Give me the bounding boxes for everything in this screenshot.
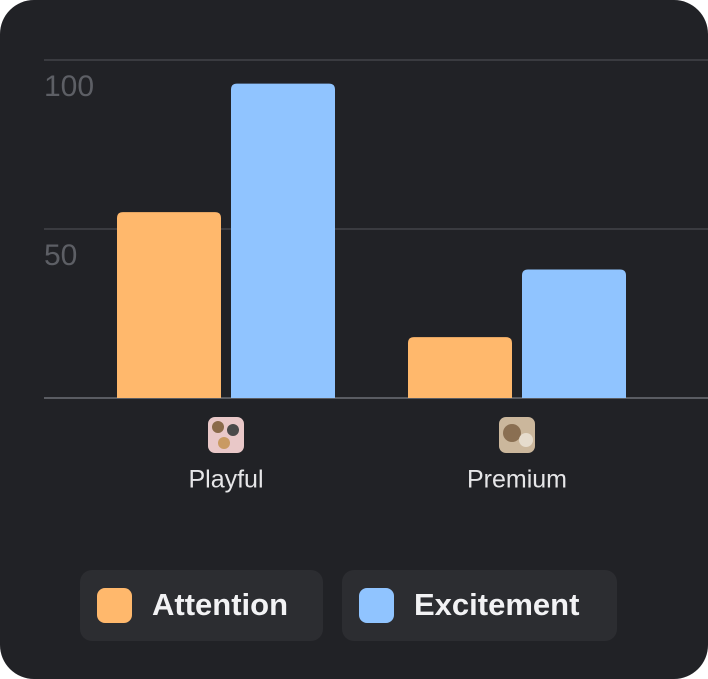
legend-swatch xyxy=(359,588,394,623)
icon-premium xyxy=(499,417,535,453)
icon-playful xyxy=(208,417,244,453)
bar xyxy=(231,83,335,398)
y-tick-label: 50 xyxy=(44,239,77,272)
legend-swatch xyxy=(97,588,132,623)
y-tick-label: 100 xyxy=(44,70,94,103)
x-tick-label: Playful xyxy=(188,466,263,494)
bar xyxy=(408,337,512,398)
bar xyxy=(522,269,626,398)
bar xyxy=(117,212,221,398)
legend-item xyxy=(342,570,617,641)
legend-item xyxy=(80,570,323,641)
legend-label: Excitement xyxy=(414,587,579,622)
x-tick-label: Premium xyxy=(467,466,567,494)
legend-label: Attention xyxy=(152,587,288,622)
